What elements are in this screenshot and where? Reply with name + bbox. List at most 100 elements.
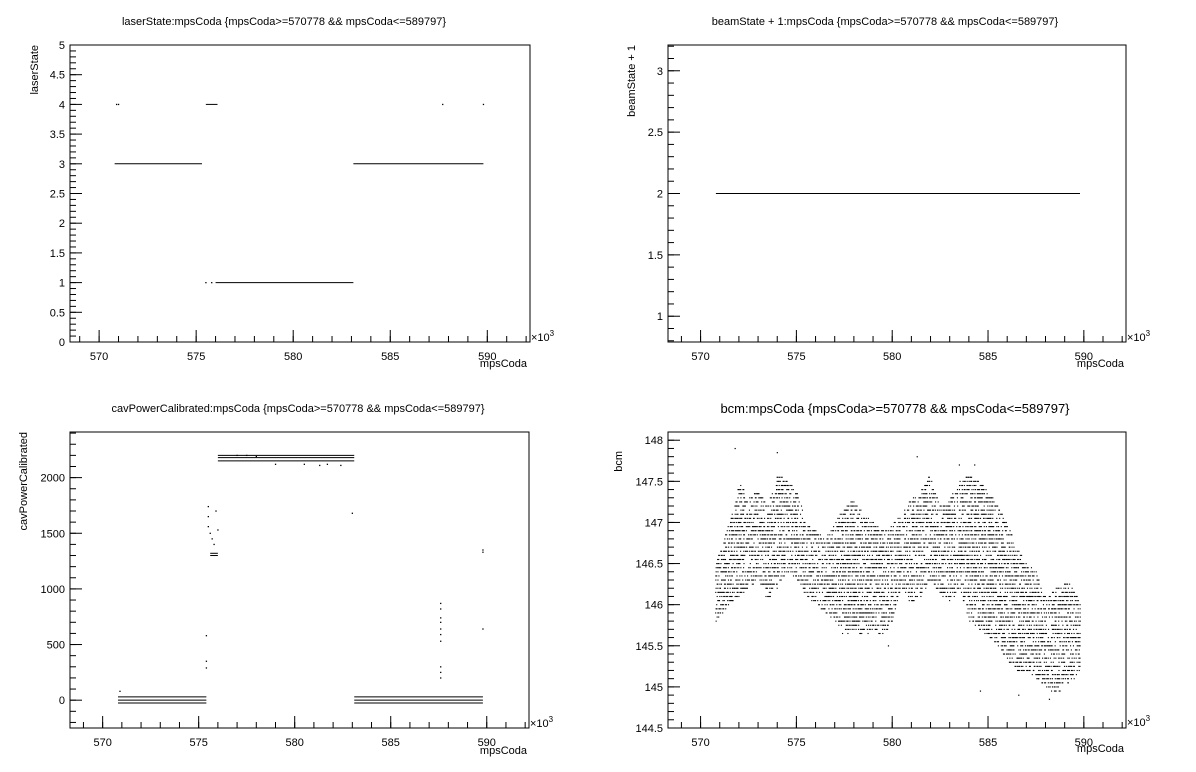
data-point [742, 513, 744, 515]
data-point [866, 521, 868, 524]
data-point [991, 521, 993, 524]
data-point [718, 591, 720, 593]
data-point [773, 542, 775, 544]
data-point [780, 579, 782, 581]
data-point [770, 517, 772, 519]
data-point [800, 583, 802, 585]
data-point [792, 538, 794, 540]
data-point [1005, 616, 1007, 618]
data-point [1024, 632, 1026, 635]
data-point [912, 600, 914, 602]
data-point [818, 550, 820, 552]
data-point [981, 542, 983, 544]
data-point [911, 530, 913, 532]
data-point [773, 571, 775, 573]
data-point [1021, 571, 1023, 573]
data-point [764, 534, 766, 536]
data-point [997, 505, 999, 507]
data-point [724, 538, 726, 540]
data-point [770, 579, 772, 581]
data-point [943, 554, 945, 556]
data-point [814, 538, 816, 540]
data-point [977, 563, 979, 565]
data-point [1005, 624, 1007, 626]
data-point [780, 509, 782, 511]
data-point [1013, 554, 1015, 556]
data-point [893, 612, 895, 614]
data-point [890, 530, 892, 532]
data-point [865, 521, 867, 524]
data-point [982, 509, 984, 511]
data-point [992, 558, 994, 561]
data-point [961, 563, 963, 565]
data-point [802, 526, 804, 528]
data-point [900, 550, 902, 552]
data-point [929, 509, 932, 511]
data-point [1009, 649, 1011, 651]
data-point [982, 628, 984, 630]
data-point [1001, 620, 1003, 622]
data-point [836, 616, 838, 618]
data-point [1005, 579, 1007, 581]
data-point [971, 517, 973, 519]
data-point [868, 567, 870, 569]
data-point [884, 542, 886, 544]
plot-frame [69, 44, 531, 343]
data-point [1023, 608, 1025, 610]
data-point [843, 554, 845, 556]
data-point [838, 526, 840, 528]
data-point [797, 550, 799, 552]
data-point [981, 591, 983, 593]
data-point [725, 608, 727, 610]
data-point [922, 489, 924, 491]
data-point [978, 571, 980, 573]
data-point [765, 575, 767, 577]
data-point [246, 454, 248, 457]
data-point [954, 554, 957, 556]
data-point [829, 558, 831, 561]
data-point [913, 513, 915, 515]
data-point [862, 628, 865, 630]
data-point [983, 530, 985, 532]
data-point [1014, 637, 1016, 639]
data-point [850, 538, 852, 540]
data-point [767, 530, 769, 532]
data-point [725, 550, 727, 552]
data-point [1001, 550, 1003, 552]
data-point [871, 616, 873, 618]
data-point [899, 538, 901, 540]
data-point [842, 534, 844, 536]
data-point [974, 493, 976, 495]
data-point [914, 546, 916, 548]
data-point [989, 497, 991, 499]
data-point [953, 546, 955, 548]
data-point [854, 608, 856, 610]
data-point [732, 583, 734, 585]
data-point [1026, 661, 1028, 663]
data-point [949, 505, 951, 507]
data-point [735, 595, 737, 598]
data-point [975, 509, 977, 511]
data-point [951, 571, 954, 573]
data-point [755, 493, 757, 495]
data-point [734, 567, 736, 569]
data-point [1015, 608, 1017, 610]
data-point [901, 521, 903, 524]
data-point [797, 542, 799, 544]
data-point [835, 583, 837, 585]
data-point [984, 600, 986, 602]
data-point [872, 600, 874, 602]
data-point [1002, 530, 1004, 532]
data-point [911, 501, 914, 503]
data-point [804, 575, 806, 577]
data-point [795, 534, 798, 536]
data-point [845, 583, 847, 585]
data-point [863, 526, 865, 528]
data-point [906, 530, 908, 532]
data-point [874, 567, 876, 569]
data-point [858, 534, 861, 536]
data-point [883, 587, 886, 589]
data-point [868, 542, 870, 544]
data-point [993, 567, 995, 569]
